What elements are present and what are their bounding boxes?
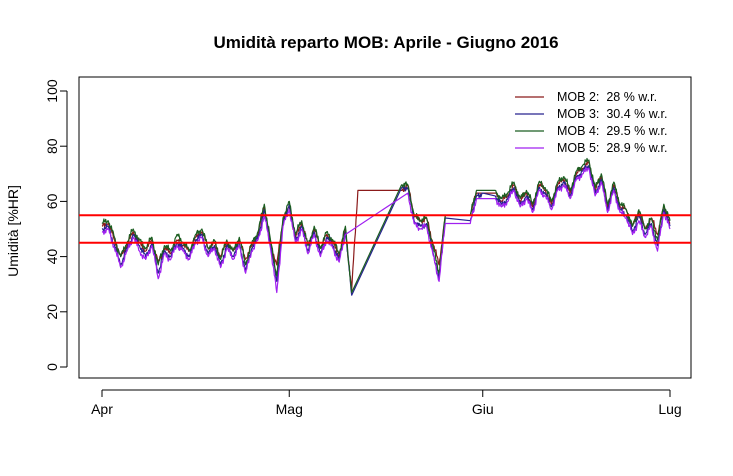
y-tick-label: 60 — [44, 193, 60, 209]
y-tick-label: 40 — [44, 249, 60, 265]
plot-frame — [78, 76, 692, 379]
x-tick-label: Mag — [276, 401, 303, 417]
legend-label-3: MOB 4: 29.5 % w.r. — [557, 124, 667, 138]
y-tick-label: 80 — [44, 138, 60, 154]
legend: MOB 2: 28 % w.r. MOB 3: 30.4 % w.r. MOB 4:… — [515, 90, 667, 155]
series-line-2 — [101, 164, 671, 296]
x-tick-label: Lug — [658, 401, 681, 417]
legend-label-4: MOB 5: 28.9 % w.r. — [557, 141, 667, 155]
series-line-3 — [101, 157, 671, 294]
chart-title: Umidità reparto MOB: Aprile - Giugno 201… — [213, 33, 558, 52]
y-tick-label: 20 — [44, 304, 60, 320]
x-tick-label: Apr — [91, 401, 113, 417]
y-tick-label: 0 — [44, 363, 60, 371]
series-line-4 — [101, 167, 671, 294]
reference-lines — [79, 214, 691, 244]
legend-label-2: MOB 3: 30.4 % w.r. — [557, 107, 667, 121]
x-tick-label: Giu — [472, 401, 494, 417]
x-axis: Apr Mag Giu Lug — [91, 389, 682, 417]
y-axis: 0 20 40 60 80 100 — [44, 79, 68, 371]
y-tick-label: 100 — [44, 79, 60, 103]
series-line-1 — [101, 161, 671, 291]
legend-label-1: MOB 2: 28 % w.r. — [557, 90, 657, 104]
y-axis-label: Umidità [%HR] — [5, 185, 21, 277]
series-layer — [101, 157, 671, 296]
